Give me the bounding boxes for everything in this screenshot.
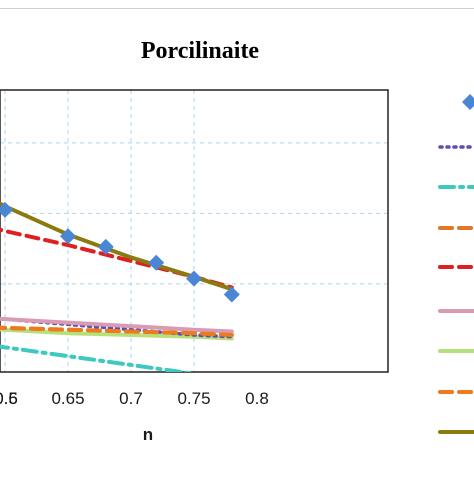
- data-point-diamond: [97, 238, 114, 255]
- series-line: [0, 327, 234, 341]
- series-layer: [0, 201, 240, 372]
- x-tick-label: 0.5: [0, 389, 18, 408]
- x-tick-label: 0.65: [51, 389, 84, 408]
- legend-marker-diamond: [462, 94, 474, 110]
- x-tick-label: 0.75: [177, 389, 210, 408]
- series-line: [0, 325, 234, 337]
- data-point-diamond: [186, 270, 202, 287]
- data-point-diamond: [148, 254, 165, 271]
- data-point-diamond: [0, 201, 13, 218]
- window-top-strip: [0, 0, 474, 9]
- series-line: [0, 201, 234, 292]
- data-point-diamond: [223, 286, 240, 303]
- data-point-diamond: [60, 228, 76, 245]
- x-tick-label: 0.8: [245, 389, 269, 408]
- x-tick-label: 0.7: [119, 389, 143, 408]
- chart-title: Porcilinaite: [141, 38, 260, 64]
- x-tick-label: 0.6: [0, 389, 18, 408]
- series-line: [0, 316, 234, 334]
- plot-area-border: [0, 89, 389, 373]
- x-tick-labels: 0.50.6 0.65 0.7 0.75 0.8: [0, 389, 269, 408]
- legend: [438, 94, 474, 434]
- x-axis-label: n: [143, 425, 153, 444]
